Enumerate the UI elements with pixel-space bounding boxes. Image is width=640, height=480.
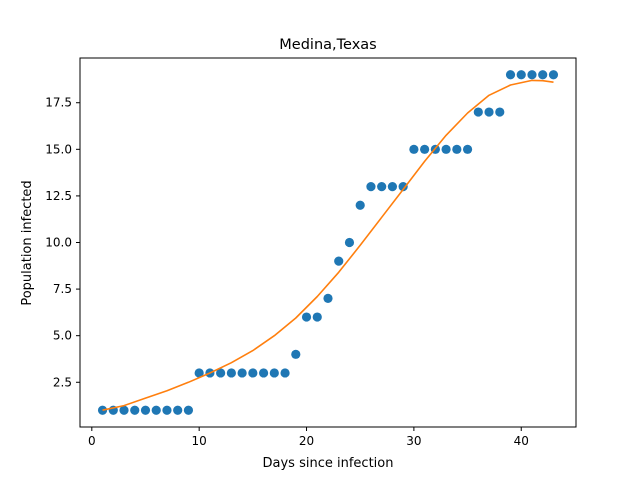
- x-tick-label: 20: [299, 434, 314, 448]
- x-tick-label: 10: [192, 434, 207, 448]
- data-point: [248, 368, 258, 378]
- data-point: [183, 405, 194, 415]
- data-point: [312, 312, 322, 322]
- data-point: [366, 181, 376, 192]
- data-point: [516, 70, 526, 80]
- y-tick-label: 5.0: [53, 329, 72, 343]
- y-tick-label: 15.0: [45, 142, 72, 156]
- y-tick-label: 12.5: [45, 189, 72, 203]
- x-tick-label: 40: [514, 434, 529, 448]
- data-point: [291, 349, 301, 359]
- x-tick-label: 0: [88, 434, 96, 448]
- x-axis-label: Days since infection: [263, 456, 394, 471]
- data-point: [258, 368, 269, 378]
- data-point: [301, 312, 312, 322]
- data-point: [452, 144, 462, 154]
- data-point: [162, 405, 172, 415]
- data-point: [527, 70, 537, 80]
- y-tick-label: 17.5: [45, 96, 72, 110]
- data-point: [140, 405, 151, 415]
- data-point: [216, 368, 226, 378]
- data-point: [377, 181, 387, 192]
- y-axis-label: Population infected: [20, 180, 35, 305]
- data-point: [280, 368, 290, 378]
- data-point: [387, 181, 398, 192]
- data-point: [269, 368, 279, 378]
- data-point: [173, 405, 183, 415]
- data-point: [409, 144, 419, 154]
- data-point: [462, 144, 473, 154]
- data-point: [538, 70, 548, 80]
- data-point: [505, 70, 516, 80]
- data-point: [398, 181, 408, 192]
- data-point: [194, 368, 204, 378]
- data-point: [473, 107, 483, 117]
- fit-curve-line: [102, 79, 554, 411]
- chart-title: Medina,Texas: [279, 37, 376, 53]
- data-point: [334, 256, 344, 266]
- y-tick-label: 7.5: [53, 282, 72, 296]
- data-point: [226, 368, 236, 378]
- data-point: [119, 405, 129, 415]
- y-tick-label: 10.0: [45, 236, 72, 250]
- data-point: [355, 200, 365, 210]
- y-tick-label: 2.5: [53, 375, 72, 389]
- data-point: [420, 144, 430, 154]
- data-point: [548, 70, 559, 80]
- x-tick-label: 30: [406, 434, 421, 448]
- data-point: [323, 293, 333, 304]
- plot-area: 0 10 20 30 40 2.5 5.0 7.5 10.0 12.5 15.0 17.5: [45, 57, 577, 448]
- data-point: [441, 144, 451, 154]
- data-point: [151, 405, 161, 415]
- data-point: [130, 405, 140, 415]
- data-point: [484, 107, 494, 117]
- data-point: [344, 237, 355, 248]
- data-point: [495, 107, 505, 117]
- data-point: [237, 368, 247, 378]
